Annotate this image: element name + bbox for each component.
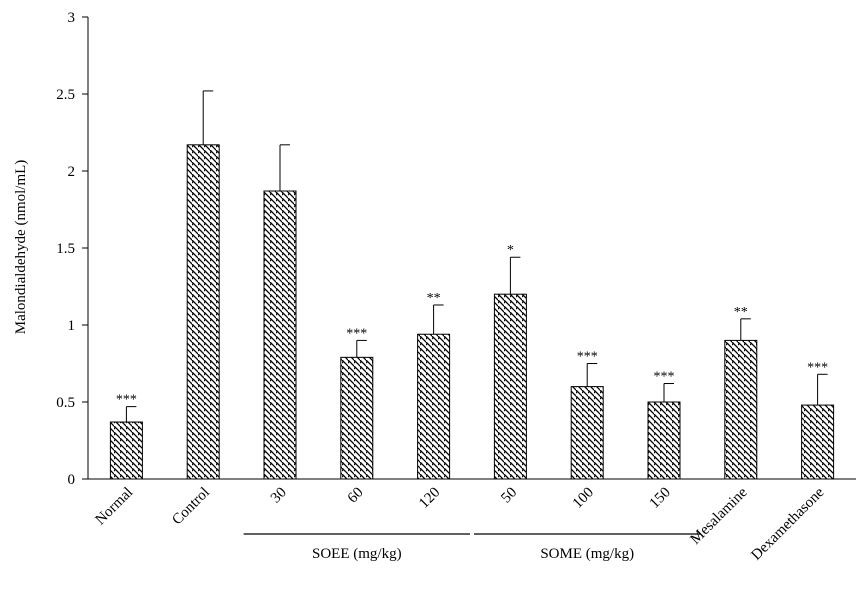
- bar: [801, 404, 835, 480]
- significance-label: ***: [577, 350, 598, 365]
- y-tick-label: 2: [68, 164, 76, 180]
- significance-label: *: [507, 243, 514, 258]
- bar: [340, 356, 374, 480]
- dose-groups: SOEE (mg/kg) SOME (mg/kg): [243, 533, 701, 562]
- x-tick-label: Control: [169, 485, 213, 529]
- x-tick-label: Normal: [93, 485, 137, 529]
- group-label: SOEE (mg/kg): [312, 546, 402, 562]
- y-tick-label: 0.5: [56, 395, 75, 411]
- y-axis-ticks: 0 0.5 1 1.5 2 2.5 3: [56, 10, 88, 488]
- significance-label: ***: [346, 326, 367, 341]
- x-tick-label: Mesalamine: [687, 484, 750, 547]
- bar: [570, 386, 604, 480]
- group-label: SOME (mg/kg): [540, 546, 634, 562]
- bar: [647, 401, 681, 480]
- x-axis-labels: Normal Control 30 60 120 50 100 150 MesalamineDe…: [93, 484, 828, 563]
- bar: [493, 293, 527, 480]
- bar: [417, 333, 451, 480]
- y-tick-label: 1: [68, 318, 76, 334]
- x-tick-label: 100: [570, 485, 597, 512]
- x-tick-label: 120: [416, 485, 443, 512]
- x-tick-label: 150: [647, 485, 674, 512]
- bar: [186, 144, 220, 480]
- x-tick-label: 50: [498, 485, 520, 507]
- y-tick-label: 3: [68, 10, 76, 26]
- x-tick-label: 30: [268, 485, 290, 507]
- bar: [109, 421, 143, 480]
- significance-label: **: [734, 305, 748, 320]
- significance-label: ***: [116, 393, 137, 408]
- bar: [724, 339, 758, 480]
- y-tick-label: 2.5: [56, 87, 75, 103]
- significance-label: ***: [654, 370, 675, 385]
- y-axis-title: Malondialdehyde (nmol/mL): [13, 160, 29, 335]
- significance-label: **: [427, 291, 441, 306]
- x-tick-label: 60: [345, 485, 367, 507]
- y-tick-label: 0: [68, 472, 76, 488]
- x-tick-label: Dexamethasone: [748, 484, 827, 563]
- axes: [87, 17, 856, 480]
- bars: ********************: [109, 90, 835, 480]
- y-tick-label: 1.5: [56, 241, 75, 257]
- bar: [263, 190, 297, 480]
- significance-label: ***: [807, 360, 828, 375]
